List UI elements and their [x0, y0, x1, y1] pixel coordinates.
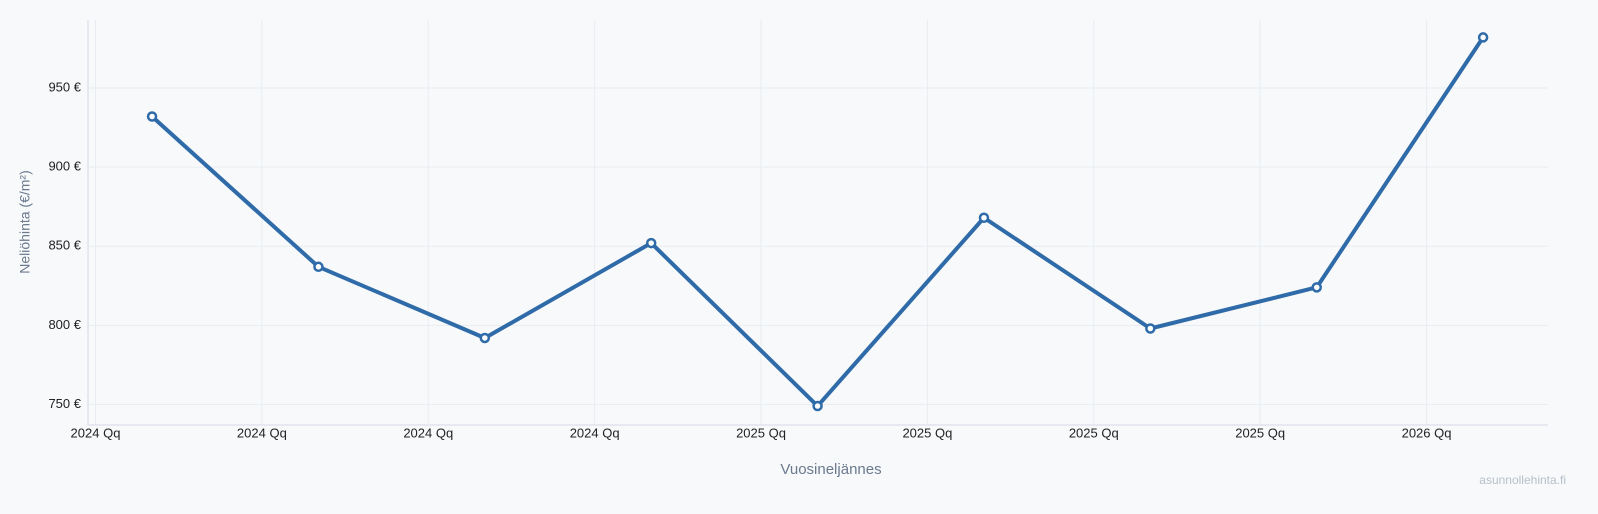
point: [812, 400, 823, 412]
x-tick-label: 2024 Qq: [237, 425, 287, 440]
point: [1311, 282, 1322, 293]
x-tick-label: 2024 Qq: [403, 425, 453, 440]
x-axis-label: Vuosineljännes: [780, 461, 881, 478]
point: [645, 237, 657, 249]
y-tick-label: 900 €: [48, 159, 81, 174]
x-tick-label: 2025 Qq: [1069, 425, 1119, 440]
watermark: asunnollehinta.fi: [1479, 473, 1566, 487]
x-tick-label: 2024 Qq: [71, 425, 121, 440]
x-tick-label: 2025 Qq: [902, 425, 952, 440]
x-tick-label: 2025 Qq: [736, 425, 786, 440]
point: [479, 332, 491, 344]
y-tick-label: 750 €: [48, 396, 81, 411]
point: [313, 261, 324, 273]
x-tick-label: 2026 Qq: [1402, 425, 1452, 440]
x-tick-label: 2025 Qq: [1235, 425, 1285, 440]
x-tick-label: 2024 Qq: [570, 425, 620, 440]
point: [978, 212, 990, 224]
point: [1145, 323, 1156, 334]
y-axis-label: Neliöhinta (€/m²): [17, 170, 33, 273]
y-tick-label: 950 €: [48, 79, 81, 94]
point: [1477, 32, 1489, 43]
point: [146, 111, 158, 122]
y-tick-label: 850 €: [48, 238, 81, 253]
y-tick-label: 800 €: [48, 317, 81, 332]
